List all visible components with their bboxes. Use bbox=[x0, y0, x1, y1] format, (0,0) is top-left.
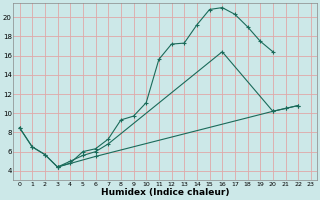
X-axis label: Humidex (Indice chaleur): Humidex (Indice chaleur) bbox=[101, 188, 229, 197]
